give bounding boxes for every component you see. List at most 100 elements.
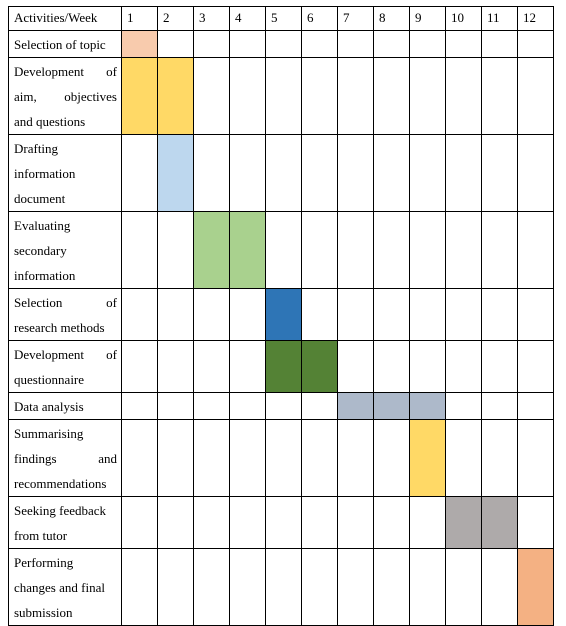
week-cell — [517, 419, 554, 497]
week-cell — [193, 392, 230, 420]
week-cell — [301, 134, 338, 212]
scheduled-week-cell — [445, 496, 482, 549]
scheduled-week-cell — [157, 134, 194, 212]
week-cell — [445, 340, 482, 393]
week-cell — [157, 30, 194, 58]
week-cell — [517, 57, 554, 135]
week-cell — [193, 288, 230, 341]
week-cell — [121, 211, 158, 289]
activity-cell: Selection of topic — [8, 30, 122, 58]
activity-label-line: information — [14, 166, 76, 181]
scheduled-week-cell — [121, 30, 158, 58]
week-header: 6 — [301, 6, 338, 31]
scheduled-week-cell — [373, 392, 410, 420]
scheduled-week-cell — [229, 211, 266, 289]
week-cell — [445, 57, 482, 135]
week-cell — [193, 496, 230, 549]
week-cell — [301, 496, 338, 549]
week-cell — [265, 211, 302, 289]
week-cell — [301, 30, 338, 58]
week-cell — [337, 340, 374, 393]
week-cell — [517, 134, 554, 212]
week-header: 12 — [517, 6, 554, 31]
week-cell — [265, 30, 302, 58]
table-row: Data analysis — [8, 392, 554, 420]
week-cell — [517, 496, 554, 549]
week-cell — [193, 57, 230, 135]
week-cell — [481, 30, 518, 58]
week-cell — [265, 548, 302, 626]
week-cell — [445, 288, 482, 341]
week-cell — [301, 392, 338, 420]
week-cell — [157, 496, 194, 549]
scheduled-week-cell — [193, 211, 230, 289]
activity-label-line: Seeking feedback — [14, 503, 107, 518]
week-cell — [409, 340, 446, 393]
week-cell — [265, 496, 302, 549]
activity-cell: Evaluating secondary information — [8, 211, 122, 289]
activity-label-line: aim, objectives — [14, 89, 117, 104]
week-cell — [337, 419, 374, 497]
week-cell — [193, 548, 230, 626]
week-cell — [517, 211, 554, 289]
week-cell — [337, 496, 374, 549]
week-cell — [157, 211, 194, 289]
week-cell — [121, 392, 158, 420]
activity-cell: Performing changes and final submission — [8, 548, 122, 626]
week-cell — [409, 288, 446, 341]
week-cell — [193, 340, 230, 393]
week-cell — [301, 211, 338, 289]
table-row: Development of aim, objectives and questio… — [8, 57, 554, 135]
week-cell — [445, 211, 482, 289]
activity-label-line: questionnaire — [14, 372, 85, 387]
activity-label-line: changes and final — [14, 580, 105, 595]
week-cell — [229, 496, 266, 549]
week-cell — [481, 288, 518, 341]
activity-label-line: Selection of topic — [14, 37, 106, 52]
week-cell — [409, 548, 446, 626]
week-cell — [121, 340, 158, 393]
week-header: 7 — [337, 6, 374, 31]
week-cell — [481, 548, 518, 626]
week-cell — [373, 496, 410, 549]
week-cell — [409, 496, 446, 549]
scheduled-week-cell — [517, 548, 554, 626]
activity-cell: Drafting information document — [8, 134, 122, 212]
week-header: 3 — [193, 6, 230, 31]
activity-label-line: recommendations — [14, 476, 107, 491]
week-cell — [229, 419, 266, 497]
week-cell — [301, 57, 338, 135]
scheduled-week-cell — [409, 392, 446, 420]
week-cell — [373, 548, 410, 626]
activity-label-line: secondary — [14, 243, 67, 258]
scheduled-week-cell — [409, 419, 446, 497]
week-header: 5 — [265, 6, 302, 31]
activity-label-line: research methods — [14, 320, 105, 335]
activity-label-line: document — [14, 191, 66, 206]
activity-label-line: submission — [14, 605, 73, 620]
scheduled-week-cell — [337, 392, 374, 420]
table-row: Summarising findings and recommendations — [8, 419, 554, 497]
week-cell — [517, 340, 554, 393]
week-cell — [157, 288, 194, 341]
table-row: Development of questionnaire — [8, 340, 554, 393]
week-cell — [193, 30, 230, 58]
week-cell — [229, 57, 266, 135]
table-row: Performing changes and final submission — [8, 548, 554, 626]
week-cell — [229, 392, 266, 420]
week-cell — [517, 392, 554, 420]
week-cell — [265, 57, 302, 135]
week-cell — [193, 419, 230, 497]
week-header: 9 — [409, 6, 446, 31]
week-cell — [121, 288, 158, 341]
activity-cell: Selection of research methods — [8, 288, 122, 341]
activity-label-line: and questions — [14, 114, 86, 129]
week-header: 4 — [229, 6, 266, 31]
week-header: 1 — [121, 6, 158, 31]
activities-header: Activities/Week — [8, 6, 122, 31]
week-cell — [409, 211, 446, 289]
table-row: Selection of topic — [8, 30, 554, 58]
activity-cell: Data analysis — [8, 392, 122, 420]
scheduled-week-cell — [157, 57, 194, 135]
week-cell — [409, 30, 446, 58]
